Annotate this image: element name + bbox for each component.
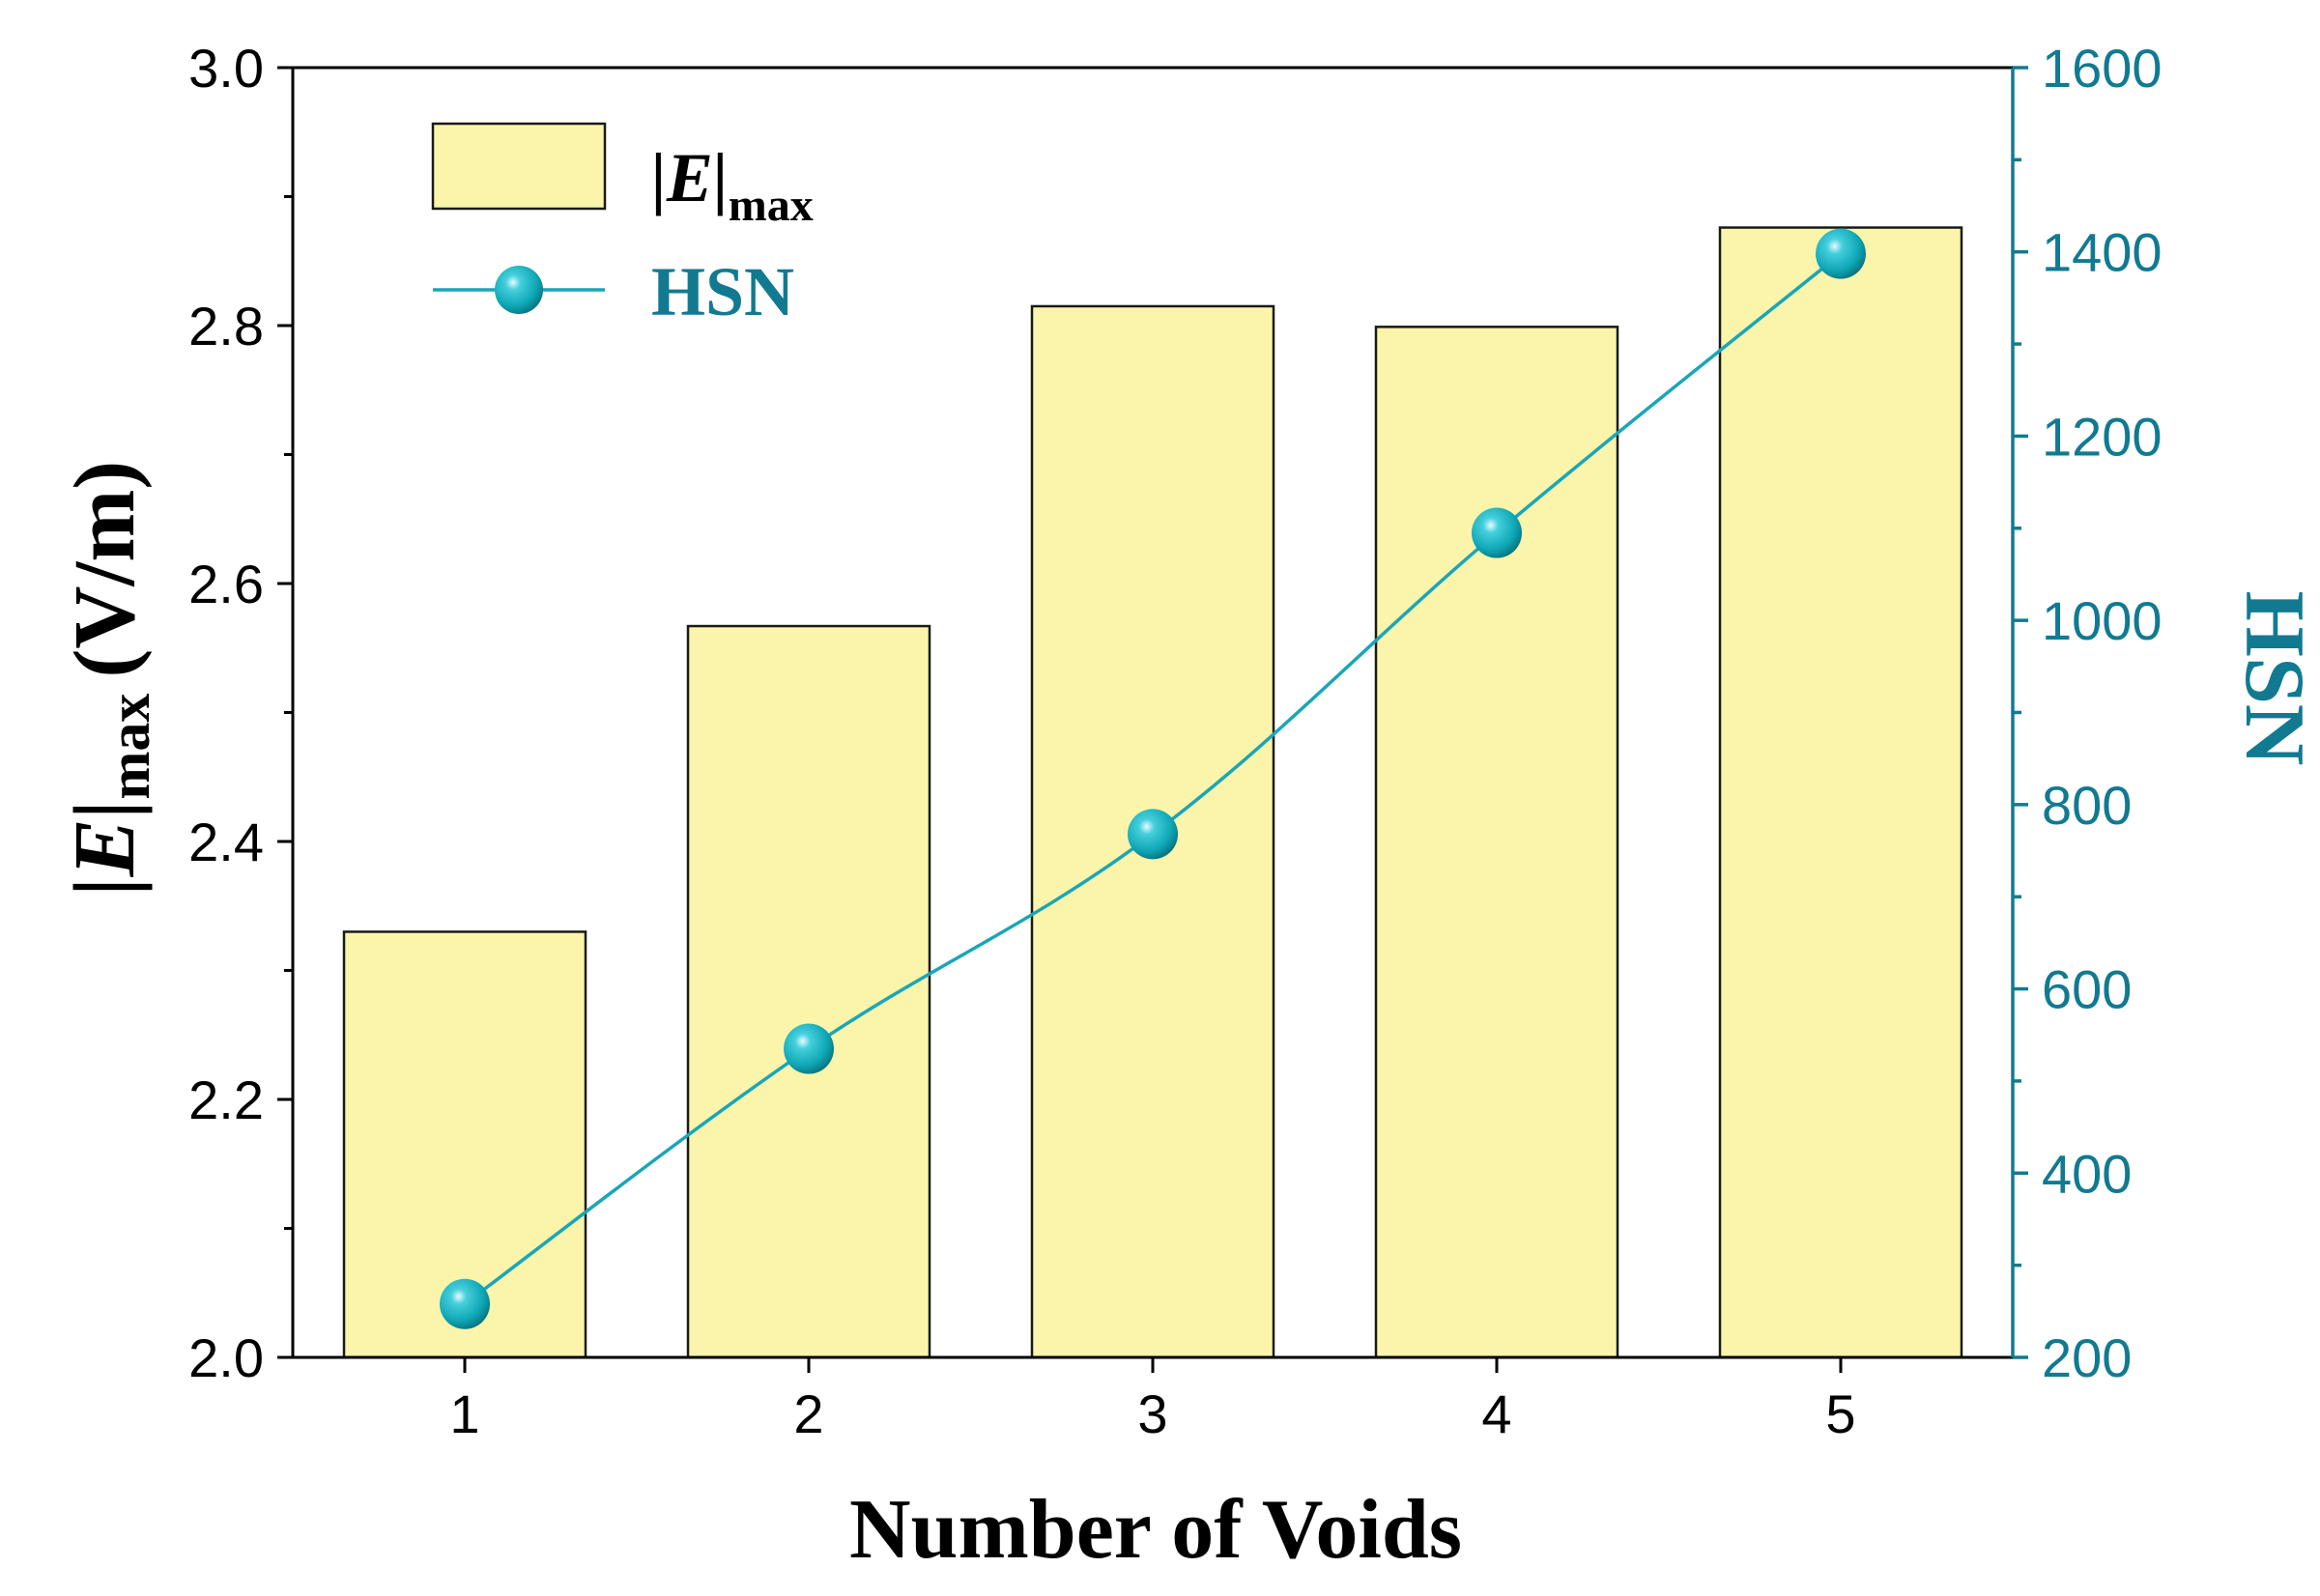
- x-tick-label: 2: [793, 1383, 823, 1444]
- y2-tick-label: 400: [2042, 1143, 2132, 1204]
- hsn-point-1: [440, 1278, 490, 1329]
- hsn-point-5: [1816, 228, 1866, 279]
- bars-layer: [342, 226, 1963, 1359]
- y-axis-title-main: |E|: [57, 800, 153, 897]
- legend-bar-label-main: |E|: [651, 139, 729, 216]
- y-tick-label: 2.6: [188, 554, 264, 614]
- x-tick-label: 5: [1825, 1383, 1855, 1444]
- y-tick-label: 3.0: [188, 38, 264, 99]
- y-axis-title-unit: (V/m): [57, 461, 153, 678]
- y-tick-label: 2.4: [188, 812, 264, 872]
- y-tick-label: 2.2: [188, 1069, 264, 1130]
- bar-2: [686, 624, 931, 1359]
- x-tick-label: 3: [1137, 1383, 1167, 1444]
- y2-tick-label: 1200: [2042, 406, 2162, 467]
- y2-axis-title: HSN: [2227, 591, 2320, 766]
- legend: |E|max HSN: [431, 122, 814, 330]
- x-axis-title: Number of Voids: [849, 1483, 1462, 1577]
- hsn-point-2: [784, 1023, 834, 1074]
- legend-line-label: HSN: [651, 253, 794, 330]
- legend-bar-swatch: [431, 122, 607, 211]
- y-axis-title-sub: max: [98, 694, 161, 800]
- y-tick-label: 2.8: [188, 296, 264, 356]
- legend-bar-label-sub: max: [729, 180, 814, 231]
- hsn-point-4: [1472, 507, 1522, 558]
- hsn-line-layer: [440, 228, 1866, 1329]
- y2-tick-label: 1000: [2042, 590, 2162, 651]
- y2-tick-label: 600: [2042, 959, 2132, 1020]
- y-axis-title: |E|max (V/m): [57, 461, 161, 897]
- legend-marker-swatch: [495, 266, 543, 314]
- y-tick-label: 2.0: [188, 1327, 264, 1388]
- legend-bar-label: |E|max: [651, 139, 814, 231]
- y2-tick-label: 1600: [2042, 38, 2162, 99]
- y2-tick-label: 200: [2042, 1327, 2132, 1388]
- y2-tick-label: 1400: [2042, 222, 2162, 283]
- bar-4: [1374, 326, 1619, 1359]
- x-tick-label: 1: [449, 1383, 479, 1444]
- bar-5: [1718, 226, 1963, 1359]
- x-tick-label: 4: [1481, 1383, 1511, 1444]
- axes-layer: [277, 66, 2028, 1373]
- hsn-point-3: [1128, 809, 1178, 860]
- y2-tick-label: 800: [2042, 775, 2132, 836]
- tick-labels-layer: 2.02.22.42.62.83.02004006008001000120014…: [188, 38, 2162, 1444]
